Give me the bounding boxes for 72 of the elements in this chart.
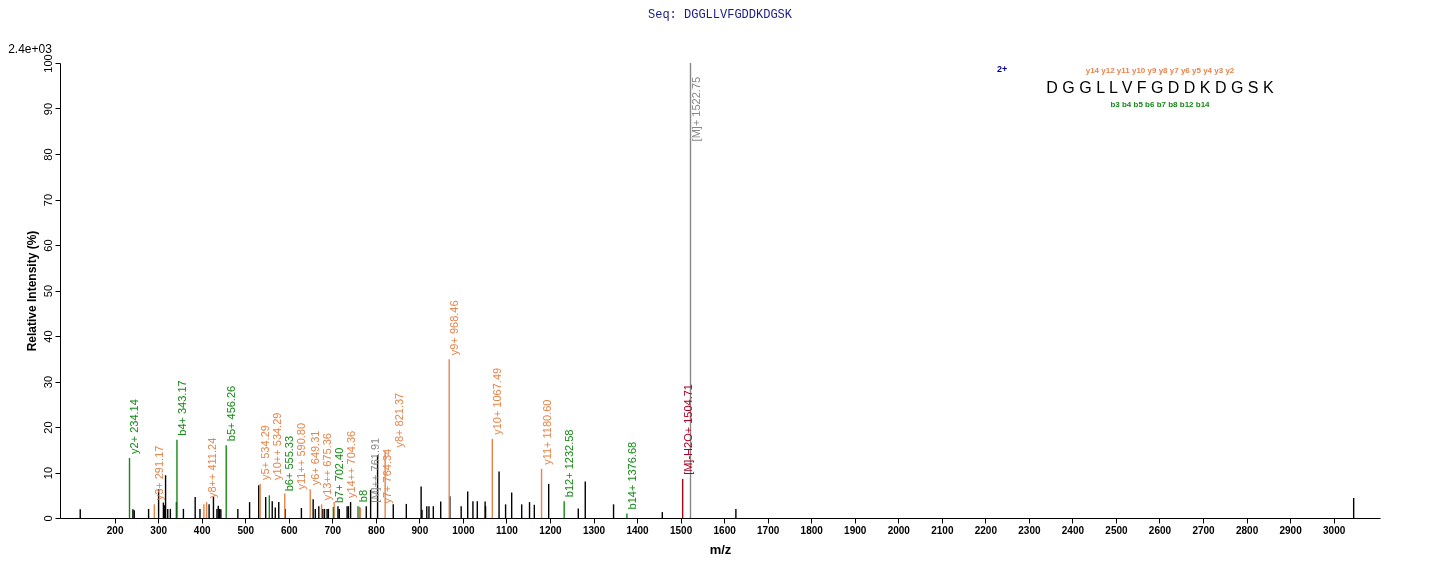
x-tick-label: 1700 <box>757 524 780 536</box>
x-axis-title: m/z <box>709 541 732 557</box>
y-tick-label: 50 <box>41 284 54 298</box>
x-tick-label: 500 <box>237 524 255 536</box>
x-tick-label: 1800 <box>800 524 824 536</box>
x-tick-label: 1500 <box>669 524 693 536</box>
y-tick-label: 90 <box>41 102 54 116</box>
x-tick-label: 300 <box>150 524 168 536</box>
x-tick-label: 2700 <box>1192 524 1216 536</box>
annotation: y9+ 968.46 <box>448 300 461 356</box>
annotation: y8+ 821.37 <box>392 392 405 448</box>
x-tick-label: 1600 <box>713 524 737 536</box>
x-tick-label: 600 <box>280 524 299 536</box>
annotation: y14 y12 y11 y10 y9 y8 y7 y6 y5 y4 y3 y2 <box>1085 66 1235 75</box>
y-tick-label: 100 <box>41 54 54 73</box>
annotation: b12+ 1232.58 <box>563 429 576 498</box>
x-tick-label: 2600 <box>1148 524 1172 536</box>
annotation: b7+ 702.40 <box>333 447 346 504</box>
annotation: y10++ 534.29 <box>271 412 284 480</box>
x-tick-label: 800 <box>368 524 386 536</box>
annotation: y3+ 291.17 <box>153 445 166 501</box>
y-tick-label: 10 <box>41 466 54 480</box>
x-tick-label: 3000 <box>1323 524 1346 536</box>
x-tick-label: 2800 <box>1235 524 1259 536</box>
annotation: y2+ 234.14 <box>128 399 141 454</box>
annotation: y14++ 704.36 <box>344 430 357 499</box>
x-tick-label: 1200 <box>539 524 563 536</box>
annotation: y7+ 764.34 <box>380 448 393 504</box>
annotation: y6+ 649.31 <box>309 430 322 486</box>
annotation: y11+ 1180.60 <box>540 399 553 465</box>
x-tick-label: 1900 <box>844 524 867 536</box>
x-tick-label: 900 <box>411 524 429 536</box>
annotation: b5+ 456.26 <box>225 385 238 442</box>
annotation: y13++ 675.36 <box>321 433 334 501</box>
annotation: D G G L L V F G D D K D G S K <box>1046 79 1274 96</box>
annotation: b8 <box>357 489 369 503</box>
annotation: b4+ 343.17 <box>175 380 188 436</box>
x-tick-label: 1000 <box>452 524 475 536</box>
x-tick-label: 400 <box>193 524 211 536</box>
annotation: [M]-H2O+ 1504.71 <box>681 384 694 475</box>
annotation: b14+ 1376.68 <box>625 441 638 510</box>
annotation: [M]+ 1522.75 <box>689 76 702 142</box>
y-tick-label: 40 <box>41 330 54 343</box>
annotation: y8++ 411.24 <box>205 437 218 499</box>
annotation: [M]++ 761.91 <box>368 437 381 503</box>
x-tick-label: 2900 <box>1279 524 1303 536</box>
y-tick-label: 80 <box>41 148 54 161</box>
y-tick-label: 30 <box>41 375 54 389</box>
x-tick-label: 700 <box>324 524 342 536</box>
y-tick-label: 70 <box>41 193 54 207</box>
x-tick-label: 1400 <box>626 524 650 536</box>
annotation: b6+ 555.33 <box>282 435 295 492</box>
y-tick-label: 60 <box>41 239 54 252</box>
x-tick-label: 1300 <box>582 524 606 536</box>
x-tick-label: 200 <box>106 524 124 536</box>
x-tick-label: 2500 <box>1105 524 1129 536</box>
annotation: y5+ 534.29 <box>259 425 272 480</box>
chart-title: Seq: DGGLLVFGDDKDGSK <box>647 8 793 22</box>
y-tick-label: 0 <box>41 515 54 522</box>
x-tick-label: 2400 <box>1061 524 1085 536</box>
x-tick-label: 2100 <box>931 524 954 536</box>
x-tick-label: 2300 <box>1018 524 1041 536</box>
text: 2.4e+03 <box>8 42 53 56</box>
annotation: y10+ 1067.49 <box>491 367 504 435</box>
y-tick-label: 20 <box>41 421 54 434</box>
x-tick-label: 1100 <box>496 524 519 536</box>
annotation: 2+ <box>996 64 1008 74</box>
annotation: b3 b4 b5 b6 b7 b8 b12 b14 <box>1110 100 1211 109</box>
annotation: y11++ 590.80 <box>294 422 307 490</box>
y-axis-title: Relative Intensity (%) <box>24 230 39 352</box>
x-tick-label: 2200 <box>974 524 998 536</box>
x-tick-label: 2000 <box>887 524 911 536</box>
